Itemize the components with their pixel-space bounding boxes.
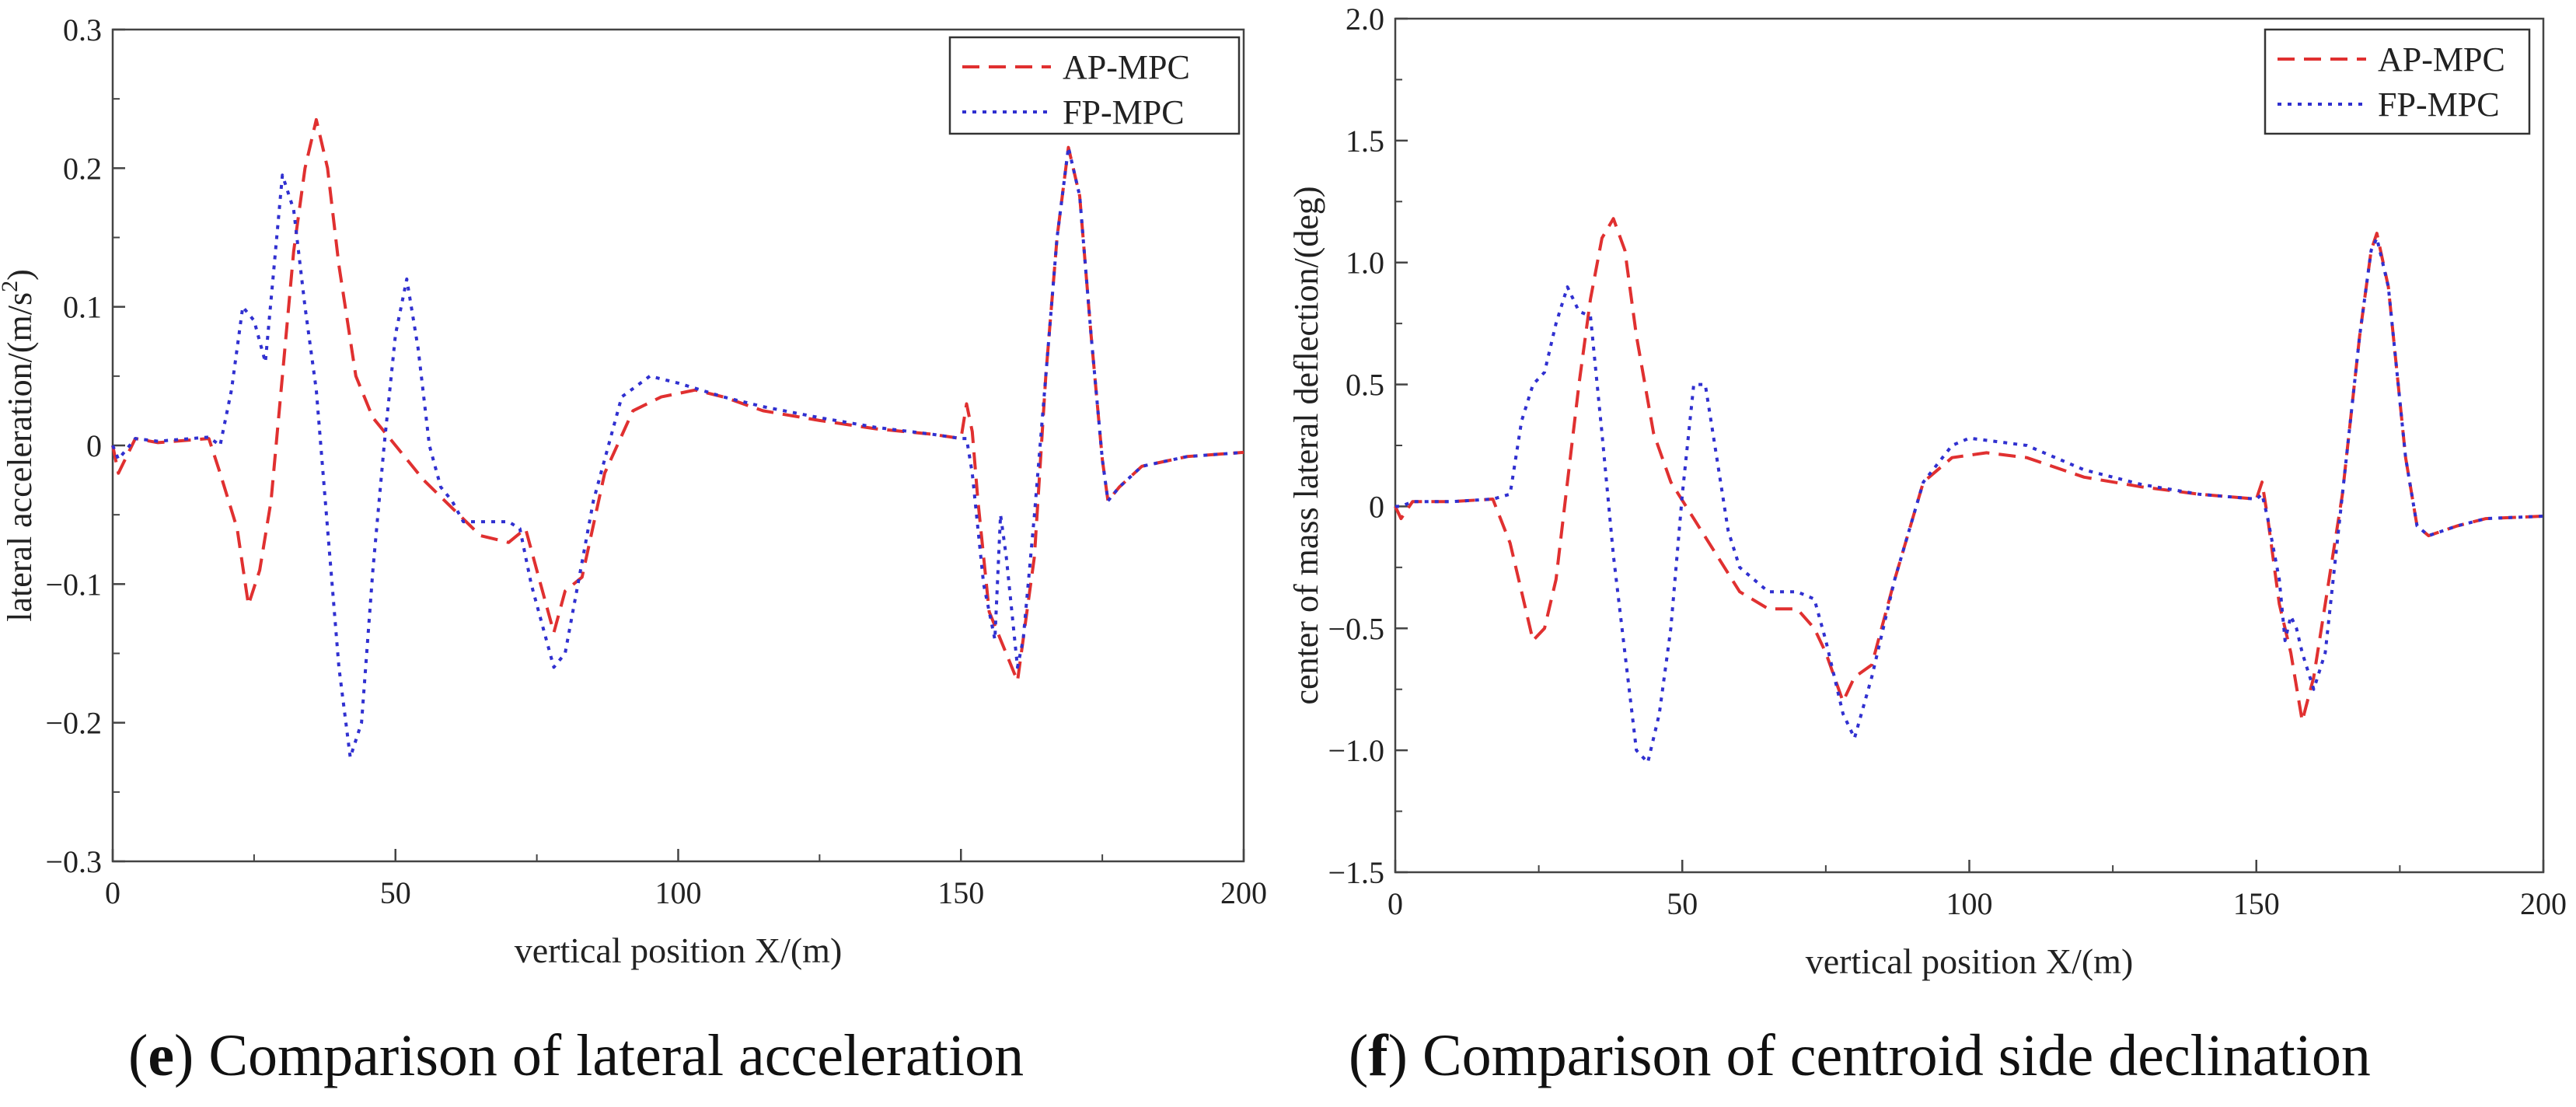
y-tick-label-e: −0.2 [45, 706, 102, 741]
chart-panel-e: −0.3 −0.2 −0.1 0 0.1 0.2 0.3 0 50 100 150 200 vertic… [0, 12, 1267, 970]
caption-e-text: Comparison of lateral acceleration [208, 1023, 1024, 1088]
y-tick-label-f: 0.5 [1346, 368, 1384, 403]
legend-label-fp-mpc-e: FP-MPC [1063, 93, 1185, 131]
legend-label-ap-mpc-e: AP-MPC [1063, 48, 1190, 86]
x-tick-label-f: 50 [1667, 886, 1698, 921]
x-tick-label-f: 150 [2233, 886, 2280, 921]
y-tick-label-f: 2.0 [1346, 2, 1384, 37]
series-line-fp-mpc-f [1395, 236, 2544, 764]
y-axis-label-f: center of mass lateral deflection/(deg) [1288, 186, 1325, 704]
x-axis-label-f: vertical position X/(m) [1806, 941, 2134, 981]
x-tick-label-f: 0 [1387, 886, 1403, 921]
y-tick-label-f: 1.0 [1346, 246, 1384, 281]
y-axis-label-main-f: center of mass lateral deflection/(deg) [1288, 186, 1325, 704]
series-line-ap-mpc-f [1394, 217, 2544, 723]
y-tick-label-f: −1.0 [1328, 733, 1384, 768]
y-tick-label-e: 0.2 [63, 151, 102, 186]
x-axis-label-e: vertical position X/(m) [515, 931, 843, 970]
legend-box-f [2264, 28, 2531, 135]
series-line-ap-mpc-e [111, 117, 1244, 683]
caption-e-letter: e [148, 1023, 175, 1088]
y-axis-label-e: lateral acceleration/(m/s2) [0, 269, 39, 622]
y-axis-label-sup-e: 2 [0, 281, 23, 292]
y-tick-label-e: −0.3 [45, 844, 102, 879]
x-tick-label-f: 200 [2520, 886, 2567, 921]
y-tick-label-e: −0.1 [45, 567, 102, 602]
legend-label-fp-mpc-f: FP-MPC [2378, 86, 2500, 124]
x-tick-label-e: 150 [937, 875, 984, 910]
y-tick-label-e: 0 [86, 428, 102, 463]
y-tick-label-f: −1.5 [1328, 855, 1384, 890]
plot-frame-e [111, 28, 1245, 863]
x-tick-label-e: 50 [380, 875, 411, 910]
legend-box-e [948, 36, 1241, 135]
y-tick-label-f: 1.5 [1346, 124, 1384, 159]
caption-f-text: Comparison of centroid side declination [1422, 1023, 2371, 1088]
x-tick-label-e: 0 [105, 875, 120, 910]
y-tick-label-f: 0 [1369, 489, 1384, 524]
x-tick-label-f: 100 [1946, 886, 1993, 921]
y-axis-label-main-e: lateral acceleration/(m/s [1, 292, 39, 622]
y-tick-label-f: −0.5 [1328, 611, 1384, 646]
caption-f: (f) Comparison of centroid side declinat… [1349, 1023, 2371, 1088]
plot-frame-f [1394, 17, 2545, 874]
y-axis-label-end-e: ) [1, 269, 39, 281]
caption-e: (e) Comparison of lateral acceleration [128, 1023, 1024, 1088]
series-line-fp-mpc-e [111, 145, 1244, 760]
chart-panel-f: −1.5 −1.0 −0.5 0 0.5 1.0 1.5 2.0 0 50 100 150 200 ver… [1288, 2, 2567, 981]
x-tick-label-e: 100 [655, 875, 702, 910]
y-tick-label-e: 0.3 [63, 12, 102, 47]
legend-label-ap-mpc-f: AP-MPC [2378, 40, 2505, 79]
y-tick-label-e: 0.1 [63, 290, 102, 325]
x-tick-label-e: 200 [1220, 875, 1267, 910]
caption-f-letter: f [1368, 1023, 1388, 1088]
